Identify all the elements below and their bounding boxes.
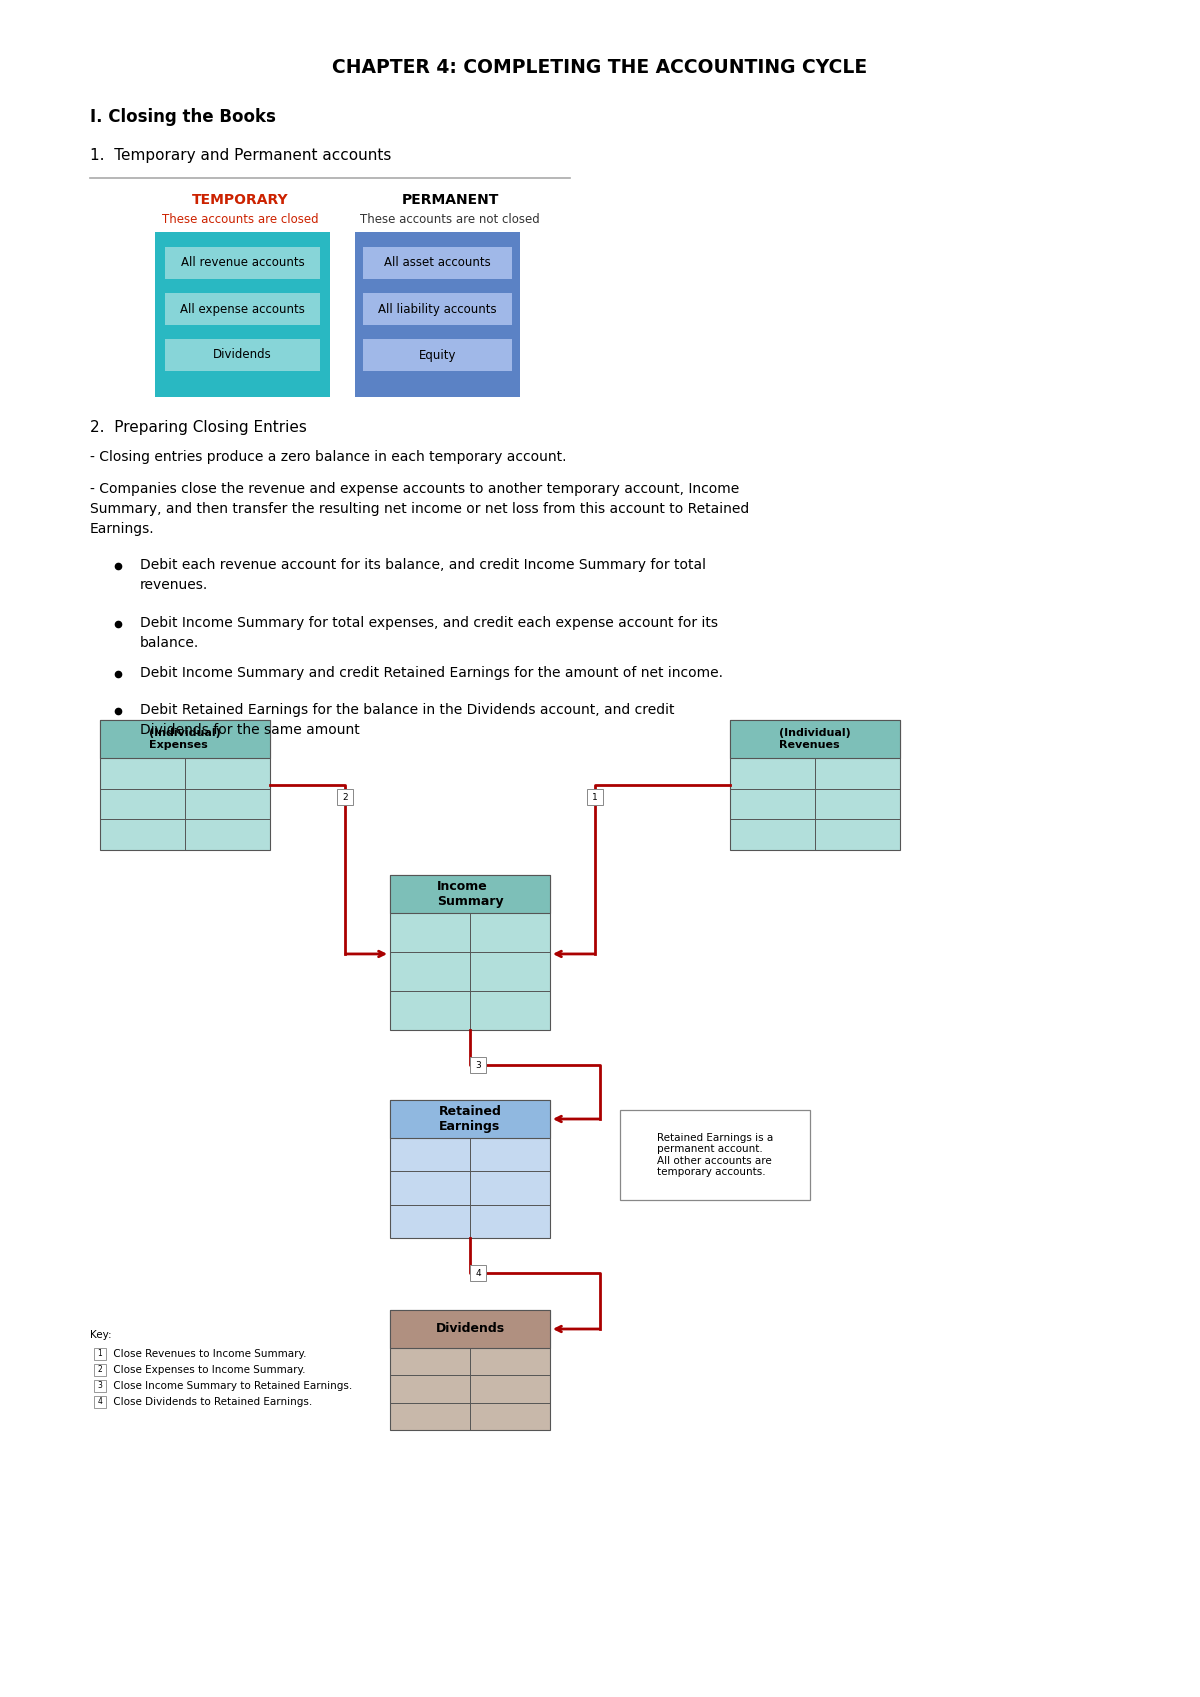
Text: Retained
Earnings: Retained Earnings	[438, 1105, 502, 1134]
Bar	[94, 1364, 106, 1376]
Text: These accounts are not closed: These accounts are not closed	[360, 214, 540, 226]
Bar	[364, 294, 512, 326]
Text: 2: 2	[342, 792, 348, 801]
Text: Close Income Summary to Retained Earnings.: Close Income Summary to Retained Earning…	[110, 1381, 353, 1392]
Bar	[166, 339, 320, 372]
Text: Close Expenses to Income Summary.: Close Expenses to Income Summary.	[110, 1364, 306, 1375]
Text: Retained Earnings is a
permanent account.
All other accounts are
temporary accou: Retained Earnings is a permanent account…	[656, 1132, 773, 1178]
Bar	[587, 789, 604, 804]
Bar	[364, 248, 512, 278]
Text: Debit Retained Earnings for the balance in the Dividends account, and credit: Debit Retained Earnings for the balance …	[140, 703, 674, 718]
Text: Dividends for the same amount: Dividends for the same amount	[140, 723, 360, 736]
Bar	[390, 1100, 550, 1139]
Bar	[166, 294, 320, 326]
Text: Key:: Key:	[90, 1330, 112, 1341]
Bar	[730, 720, 900, 850]
Text: 1.  Temporary and Permanent accounts: 1. Temporary and Permanent accounts	[90, 148, 391, 163]
Text: 1: 1	[592, 792, 598, 801]
Text: 4: 4	[97, 1398, 102, 1407]
Text: Debit each revenue account for its balance, and credit Income Summary for total: Debit each revenue account for its balan…	[140, 558, 706, 572]
Text: All asset accounts: All asset accounts	[384, 256, 491, 270]
Text: 1: 1	[97, 1349, 102, 1359]
Bar	[355, 232, 520, 397]
Bar	[100, 720, 270, 850]
Text: Income
Summary: Income Summary	[437, 881, 503, 908]
Bar	[155, 232, 330, 397]
Bar	[100, 720, 270, 759]
Text: Summary, and then transfer the resulting net income or net loss from this accoun: Summary, and then transfer the resulting…	[90, 502, 749, 516]
Text: Dividends: Dividends	[436, 1322, 504, 1336]
Text: All expense accounts: All expense accounts	[180, 302, 305, 316]
Bar	[620, 1110, 810, 1200]
Text: 2.  Preparing Closing Entries: 2. Preparing Closing Entries	[90, 419, 307, 434]
Text: Close Revenues to Income Summary.: Close Revenues to Income Summary.	[110, 1349, 306, 1359]
Bar	[94, 1347, 106, 1359]
Bar	[364, 339, 512, 372]
Text: All revenue accounts: All revenue accounts	[181, 256, 305, 270]
Text: balance.: balance.	[140, 636, 199, 650]
Bar	[730, 720, 900, 759]
Text: CHAPTER 4: COMPLETING THE ACCOUNTING CYCLE: CHAPTER 4: COMPLETING THE ACCOUNTING CYC…	[332, 58, 868, 76]
Text: TEMPORARY: TEMPORARY	[192, 193, 288, 207]
Text: Earnings.: Earnings.	[90, 523, 155, 536]
Text: Close Dividends to Retained Earnings.: Close Dividends to Retained Earnings.	[110, 1397, 312, 1407]
Text: 2: 2	[97, 1366, 102, 1375]
Bar	[94, 1380, 106, 1392]
Bar	[390, 1100, 550, 1239]
Text: These accounts are closed: These accounts are closed	[162, 214, 318, 226]
Text: I. Closing the Books: I. Closing the Books	[90, 109, 276, 126]
Text: All liability accounts: All liability accounts	[378, 302, 497, 316]
Text: (Individual)
Revenues: (Individual) Revenues	[779, 728, 851, 750]
Text: Debit Income Summary for total expenses, and credit each expense account for its: Debit Income Summary for total expenses,…	[140, 616, 718, 630]
Bar	[390, 876, 550, 913]
Text: - Companies close the revenue and expense accounts to another temporary account,: - Companies close the revenue and expens…	[90, 482, 739, 496]
Bar	[390, 1310, 550, 1347]
Bar	[470, 1057, 486, 1073]
Bar	[390, 1310, 550, 1431]
Text: (Individual)
Expenses: (Individual) Expenses	[149, 728, 221, 750]
Bar	[166, 248, 320, 278]
Bar	[390, 876, 550, 1030]
Bar	[94, 1397, 106, 1409]
Text: 3: 3	[97, 1381, 102, 1390]
Text: - Closing entries produce a zero balance in each temporary account.: - Closing entries produce a zero balance…	[90, 450, 566, 463]
Text: Dividends: Dividends	[214, 348, 272, 361]
Bar	[337, 789, 353, 804]
Text: 4: 4	[475, 1268, 481, 1278]
Text: PERMANENT: PERMANENT	[401, 193, 499, 207]
Text: Equity: Equity	[419, 348, 456, 361]
Text: Debit Income Summary and credit Retained Earnings for the amount of net income.: Debit Income Summary and credit Retained…	[140, 665, 722, 680]
Text: revenues.: revenues.	[140, 579, 209, 592]
Text: 3: 3	[475, 1061, 481, 1069]
Bar	[470, 1264, 486, 1281]
